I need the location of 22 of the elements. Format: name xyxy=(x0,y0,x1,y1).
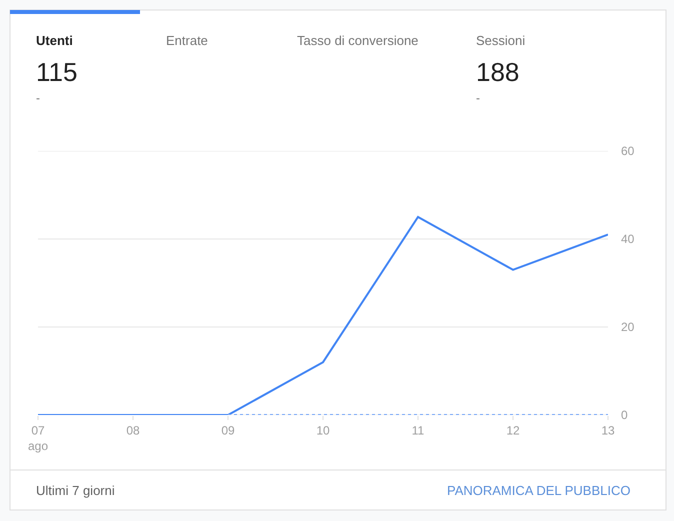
text: Ultimi 7 giorni xyxy=(36,483,115,498)
text: - xyxy=(476,91,480,105)
x-tick-label: 13 xyxy=(601,423,615,438)
text: 115 xyxy=(36,57,78,87)
text: Utenti xyxy=(36,33,73,48)
text: PANORAMICA DEL PUBBLICO xyxy=(447,483,630,498)
text: Tasso di conversione xyxy=(297,33,418,48)
text: 188 xyxy=(476,57,520,87)
line-series xyxy=(38,216,608,415)
text: - xyxy=(36,91,40,105)
x-tick-label: 08 xyxy=(126,423,140,438)
x-tick-label: 10 xyxy=(316,423,330,438)
text: Sessioni xyxy=(476,33,526,48)
x-tick-label: 12 xyxy=(506,423,520,438)
x-tick-label: 11 xyxy=(412,423,425,438)
y-tick-label: 0 xyxy=(621,408,628,422)
y-tick-label: 40 xyxy=(621,232,635,246)
y-tick-label: 60 xyxy=(621,144,635,158)
x-tick-label: 07 ago xyxy=(28,423,48,453)
x-tick-label: 09 xyxy=(221,423,235,438)
text: Entrate xyxy=(166,33,208,48)
y-tick-label: 20 xyxy=(621,320,635,334)
